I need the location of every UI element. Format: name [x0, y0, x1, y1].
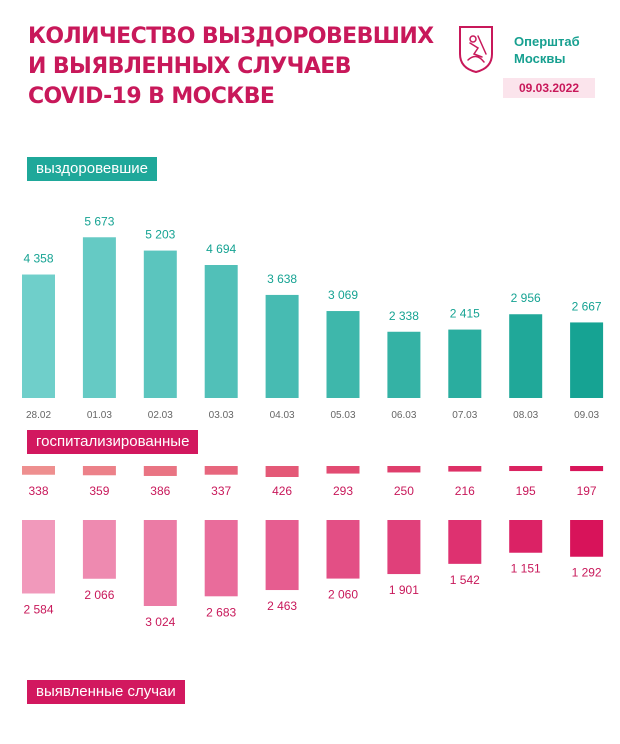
cases-label: выявленные случаи — [27, 680, 185, 704]
recovered-bar — [265, 294, 299, 398]
cases-bar — [570, 520, 604, 557]
recovered-bar — [22, 274, 55, 398]
date-tick-label: 08.03 — [513, 410, 538, 421]
cases-value-label: 2 060 — [328, 588, 358, 602]
recovered-value-label: 2 667 — [572, 299, 602, 313]
hospitalized-bar — [22, 466, 55, 475]
cases-value-label: 1 542 — [450, 573, 480, 587]
recovered-value-label: 4 694 — [206, 242, 236, 256]
title-line-2: и выявленных случаев — [28, 54, 351, 79]
date-badge: 09.03.2022 — [503, 78, 595, 98]
cases-value-label: 2 683 — [206, 605, 236, 619]
cases-bar — [22, 520, 55, 594]
date-tick-label: 05.03 — [330, 410, 355, 421]
date-tick-label: 06.03 — [391, 410, 416, 421]
date-tick-label: 01.03 — [87, 410, 112, 421]
hospitalized-bar — [448, 466, 482, 472]
hospitalized-bar — [326, 466, 360, 474]
date-tick-label: 09.03 — [574, 410, 599, 421]
recovered-value-label: 5 203 — [145, 228, 175, 242]
cases-value-label: 2 463 — [267, 599, 297, 613]
hospitalized-bar — [387, 466, 421, 473]
hospitalized-label: госпитализированные — [27, 430, 199, 454]
org-line-2: Москвы — [514, 51, 566, 66]
org-line-1: Оперштаб — [514, 34, 580, 49]
cases-bar — [143, 520, 177, 606]
cases-value-label: 1 292 — [572, 566, 602, 580]
cases-bar — [82, 520, 116, 579]
hospitalized-value-label: 426 — [272, 484, 292, 498]
recovered-bar — [204, 265, 238, 398]
cases-bar — [448, 520, 482, 564]
recovered-label: выздоровевшие — [27, 157, 157, 181]
title-line-3: COVID-19 в Москве — [28, 84, 275, 109]
recovered-value-label: 2 415 — [450, 307, 480, 321]
date-tick-label: 02.03 — [148, 410, 173, 421]
cases-value-label: 3 024 — [145, 615, 175, 629]
hospitalized-bar — [204, 466, 238, 475]
title-line-1: Количество выздоровевших — [28, 24, 434, 49]
recovered-value-label: 5 673 — [84, 214, 114, 228]
cases-bar — [265, 520, 299, 591]
recovered-bar — [509, 314, 543, 398]
recovered-value-label: 4 358 — [23, 252, 53, 266]
moscow-coat-of-arms-icon — [459, 26, 493, 74]
hospitalized-value-label: 386 — [150, 484, 170, 498]
cases-bar — [204, 520, 238, 597]
cases-bar — [326, 520, 360, 579]
recovered-bar — [326, 311, 360, 398]
cases-value-label: 1 901 — [389, 583, 419, 597]
cases-value-label: 2 584 — [23, 602, 53, 616]
recovered-value-label: 2 956 — [511, 291, 541, 305]
date-tick-label: 07.03 — [452, 410, 477, 421]
hospitalized-bar — [82, 466, 116, 476]
date-tick-label: 04.03 — [270, 410, 295, 421]
hospitalized-value-label: 293 — [333, 484, 353, 498]
hospitalized-value-label: 337 — [211, 484, 231, 498]
date-tick-label: 28.02 — [26, 410, 51, 421]
hospitalized-value-label: 250 — [394, 484, 414, 498]
hospitalized-value-label: 195 — [516, 484, 536, 498]
cases-bar — [387, 520, 421, 575]
page-title: Количество выздоровевших и выявленных сл… — [28, 22, 434, 112]
hospitalized-bar — [265, 466, 299, 477]
hospitalized-value-label: 338 — [28, 484, 48, 498]
recovered-bar — [570, 322, 604, 398]
hospitalized-value-label: 197 — [577, 484, 597, 498]
org-name: Оперштаб Москвы — [514, 33, 614, 67]
cases-bar — [509, 520, 543, 553]
recovered-bar — [82, 237, 116, 398]
recovered-bar — [143, 250, 177, 398]
recovered-value-label: 3 069 — [328, 288, 358, 302]
cases-value-label: 1 151 — [511, 562, 541, 576]
recovered-value-label: 3 638 — [267, 272, 297, 286]
cases-value-label: 2 066 — [84, 588, 114, 602]
recovered-bar — [448, 329, 482, 398]
hospitalized-value-label: 216 — [455, 484, 475, 498]
hospitalized-value-label: 359 — [89, 484, 109, 498]
recovered-bar — [387, 331, 421, 398]
date-tick-label: 03.03 — [209, 410, 234, 421]
hospitalized-bar — [143, 466, 177, 476]
hospitalized-bar — [570, 466, 604, 472]
recovered-value-label: 2 338 — [389, 309, 419, 323]
hospitalized-bar — [509, 466, 543, 472]
